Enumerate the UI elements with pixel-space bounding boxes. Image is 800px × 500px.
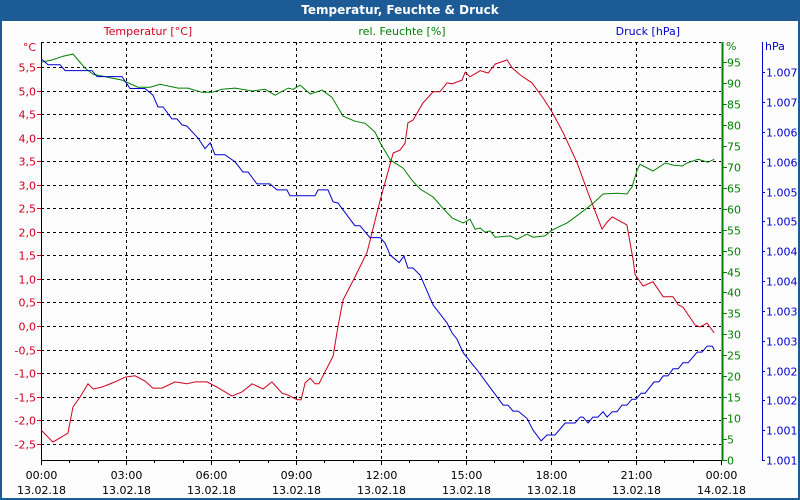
- temperature-tick-label: 1,5: [19, 250, 37, 263]
- humidity-tick-label: 70: [727, 162, 741, 175]
- humidity-tick-label: 15: [727, 392, 741, 405]
- pressure-tick-label: 1.007: [766, 67, 798, 80]
- humidity-tick-label: 95: [727, 57, 741, 70]
- temperature-tick-label: -0,5: [15, 345, 36, 358]
- pressure-tick-label: 1.001: [766, 425, 798, 438]
- pressure-tick-label: 1.005: [766, 216, 798, 229]
- humidity-tick-label: 50: [727, 246, 741, 259]
- x-tick-date: 13.02.18: [442, 484, 491, 497]
- humidity-tick-label: 30: [727, 329, 741, 342]
- x-tick-date: 13.02.18: [527, 484, 576, 497]
- humidity-tick-label: 90: [727, 78, 741, 91]
- temperature-tick-label: 0,5: [19, 297, 37, 310]
- humidity-tick-label: 60: [727, 204, 741, 217]
- humidity-tick-label: 5: [727, 434, 734, 447]
- x-tick-time: 06:00: [196, 469, 228, 482]
- x-tick-time: 00:00: [26, 469, 58, 482]
- window-title: Temperatur, Feuchte & Druck: [301, 3, 499, 17]
- humidity-tick-label: 10: [727, 413, 741, 426]
- x-tick-time: 00:00: [706, 469, 738, 482]
- temperature-series-line: [40, 59, 715, 443]
- humidity-unit-label: %: [726, 40, 736, 53]
- temperature-tick-label: 2,0: [19, 227, 37, 240]
- x-tick-time: 18:00: [536, 469, 568, 482]
- humidity-tick-label: 25: [727, 350, 741, 363]
- pressure-tick-label: 1.004: [766, 246, 798, 259]
- temperature-tick-label: 0,0: [19, 321, 37, 334]
- x-tick-date: 13.02.18: [17, 484, 66, 497]
- x-tick-time: 12:00: [366, 469, 398, 482]
- x-tick-date: 14.02.18: [697, 484, 746, 497]
- x-tick-time: 15:00: [451, 469, 483, 482]
- pressure-tick-label: 1.001: [766, 455, 798, 468]
- temperature-tick-label: -2,0: [15, 415, 36, 428]
- pressure-tick-label: 1.003: [766, 306, 798, 319]
- humidity-tick-label: 85: [727, 99, 741, 112]
- pressure-tick-label: 1.006: [766, 157, 798, 170]
- pressure-tick-label: 1.002: [766, 395, 798, 408]
- x-tick-date: 13.02.18: [357, 484, 406, 497]
- temperature-tick-label: 3,5: [19, 156, 37, 169]
- legend-temperature: Temperatur [°C]: [103, 25, 192, 38]
- temperature-tick-label: -1,0: [15, 368, 36, 381]
- pressure-tick-label: 1.005: [766, 187, 798, 200]
- chart-panel: [2, 21, 798, 498]
- x-tick-date: 13.02.18: [187, 484, 236, 497]
- x-tick-date: 13.02.18: [612, 484, 661, 497]
- pressure-tick-label: 1.004: [766, 276, 798, 289]
- legend-humidity: rel. Feuchte [%]: [358, 25, 445, 38]
- temperature-tick-label: -1,5: [15, 392, 36, 405]
- humidity-tick-label: 20: [727, 371, 741, 384]
- x-tick-time: 21:00: [621, 469, 653, 482]
- humidity-tick-label: 75: [727, 141, 741, 154]
- temperature-tick-label: 2,5: [19, 203, 37, 216]
- pressure-tick-label: 1.007: [766, 97, 798, 110]
- x-tick-time: 09:00: [281, 469, 313, 482]
- temperature-tick-label: 3,0: [19, 180, 37, 193]
- x-tick-date: 13.02.18: [272, 484, 321, 497]
- temperature-unit-label: °C: [23, 41, 37, 54]
- pressure-tick-label: 1.002: [766, 366, 798, 379]
- humidity-tick-label: 40: [727, 287, 741, 300]
- temperature-tick-label: -2,5: [15, 439, 36, 452]
- humidity-tick-label: 65: [727, 183, 741, 196]
- humidity-tick-label: 0: [727, 455, 734, 468]
- temperature-tick-label: 1,0: [19, 274, 37, 287]
- humidity-tick-label: 45: [727, 267, 741, 280]
- temperature-tick-label: 5,0: [19, 86, 37, 99]
- temperature-tick-label: 5,5: [19, 62, 37, 75]
- pressure-tick-label: 1.003: [766, 336, 798, 349]
- temperature-tick-label: 4,5: [19, 109, 37, 122]
- x-tick-date: 13.02.18: [102, 484, 151, 497]
- pressure-tick-label: 1.006: [766, 127, 798, 140]
- temperature-tick-label: 4,0: [19, 133, 37, 146]
- x-tick-time: 03:00: [111, 469, 143, 482]
- pressure-series-line: [40, 58, 715, 442]
- humidity-tick-label: 55: [727, 225, 741, 238]
- pressure-unit-label: hPa: [765, 40, 785, 53]
- legend-pressure: Druck [hPa]: [616, 25, 680, 38]
- humidity-tick-label: 80: [727, 120, 741, 133]
- humidity-tick-label: 35: [727, 308, 741, 321]
- humidity-series-line: [40, 53, 715, 240]
